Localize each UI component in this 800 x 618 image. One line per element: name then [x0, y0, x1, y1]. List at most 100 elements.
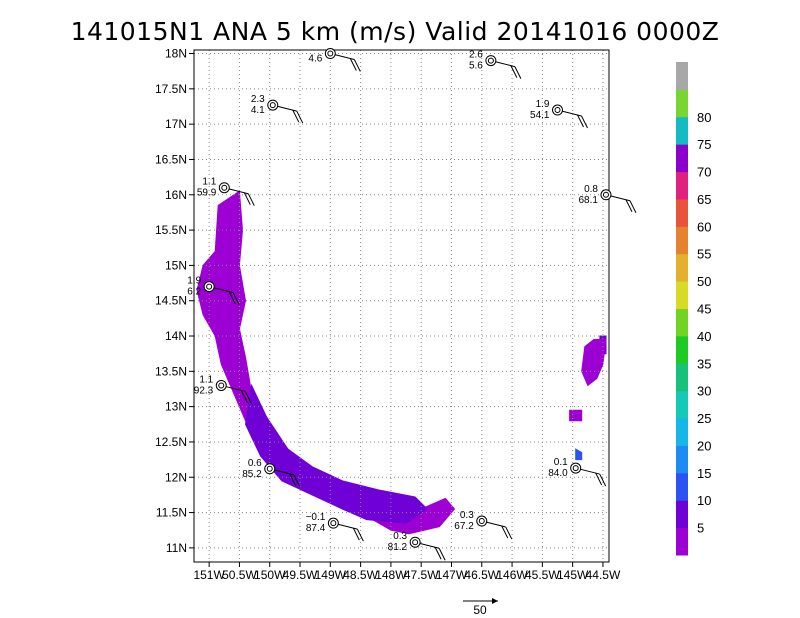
colorbar-label: 60 — [697, 219, 711, 234]
y-tick-label: 11N — [166, 541, 187, 555]
station-label-bottom: 81.2 — [388, 542, 408, 553]
colorbar-swatch — [676, 363, 688, 392]
station-label-bottom: 67.2 — [454, 521, 474, 532]
colorbar-swatch — [676, 472, 688, 501]
colorbar-label: 10 — [697, 493, 711, 508]
station-label-top: 1.1 — [202, 177, 216, 188]
station-label-top: 1.9 — [536, 99, 550, 110]
wind-barb-feather — [289, 473, 297, 487]
station-marker — [327, 517, 339, 529]
colorbar-swatch — [676, 335, 688, 364]
x-tick-label: 45.5W — [525, 568, 560, 582]
colorbar-swatch — [676, 445, 688, 474]
colorbar-swatch — [676, 418, 688, 446]
wind-barb-feather — [625, 199, 633, 212]
colorbar-label: 35 — [697, 356, 711, 371]
station-label-bottom: 6.2 — [187, 287, 201, 298]
wind-barb-feather — [349, 58, 357, 71]
station-label-bottom: 85.2 — [242, 469, 262, 480]
station-marker-inner — [221, 184, 228, 191]
station-label-top: 0.8 — [584, 184, 598, 195]
y-tick-label: 15.5N — [155, 223, 187, 237]
colorbar-swatch — [676, 171, 688, 200]
y-tick-label: 12.5N — [155, 435, 187, 449]
wind-barb-feather — [240, 390, 248, 403]
x-tick-label: 145W — [557, 568, 589, 582]
wind-barb-feather — [438, 548, 446, 561]
wind-barb-feather — [228, 291, 236, 304]
colorbar: 5 10 15 20 25 30 35 40 45 50 55 60 65 70 75 80 — [676, 62, 711, 556]
station-marker-inner — [487, 57, 494, 64]
wind-region — [196, 190, 456, 535]
station-marker-inner — [478, 518, 485, 525]
colorbar-label: 50 — [697, 274, 711, 289]
colorbar-label: 75 — [697, 137, 711, 152]
station-marker — [409, 536, 421, 548]
y-tick-label: 17N — [165, 117, 187, 131]
station-marker-inner — [327, 50, 334, 57]
wind-barb-feather — [501, 525, 509, 539]
y-tick-label: 13N — [165, 400, 187, 414]
colorbar-swatch — [676, 281, 688, 309]
station-marker — [476, 515, 488, 527]
x-tick-label: 151W — [193, 568, 225, 582]
colorbar-swatch — [676, 500, 688, 529]
y-tick-label: 16.5N — [155, 152, 187, 166]
colorbar-swatch — [676, 198, 688, 227]
wind-barb-feather — [581, 115, 588, 129]
station-label-top: 0.3 — [393, 531, 407, 542]
station-marker — [264, 463, 276, 475]
station: 1.192.3 — [194, 374, 252, 404]
station: 4.6 — [308, 48, 361, 72]
station: 1.96.2 — [187, 276, 240, 305]
wind-barb-feather — [514, 66, 522, 79]
station: 2.34.1 — [251, 94, 304, 124]
plot-area: 151W50.5W150W49.5W149W48.5W148W47.5W147W… — [155, 47, 637, 582]
x-tick-label: 44.5W — [586, 568, 621, 582]
station-label-top: 1.9 — [187, 276, 201, 287]
x-tick-label: 149W — [315, 568, 347, 582]
colorbar-label: 20 — [697, 438, 711, 453]
x-tick-label: 46.5W — [464, 568, 499, 582]
colorbar-label: 70 — [697, 165, 711, 180]
y-tick-label: 13.5N — [155, 364, 187, 378]
wind-barb-feather — [293, 474, 301, 488]
colorbar-swatch — [676, 527, 688, 556]
y-tick-label: 18N — [165, 47, 187, 61]
colorbar-label: 80 — [697, 110, 711, 125]
station-marker-inner — [330, 520, 337, 527]
y-tick-label: 15N — [165, 258, 187, 272]
colorbar-label: 15 — [697, 466, 711, 481]
colorbar-swatch — [676, 308, 688, 337]
colorbar-label: 45 — [697, 302, 711, 317]
station-marker-inner — [218, 382, 225, 389]
station-marker — [218, 182, 230, 194]
station-label-top: 2.6 — [469, 50, 483, 61]
vector-scale: 50 — [463, 598, 498, 617]
wind-barb-feather — [243, 192, 251, 205]
vector-scale-arrowhead — [492, 598, 498, 604]
y-tick-label: 14.5N — [155, 294, 187, 308]
station: 1.159.9 — [197, 177, 255, 206]
station: 0.184.0 — [548, 457, 607, 487]
wind-barb-feather — [434, 547, 442, 560]
wind-barb-feather — [629, 200, 637, 213]
station-marker — [215, 379, 227, 391]
plot-background — [194, 50, 609, 562]
x-tick-label: 50.5W — [222, 568, 257, 582]
station-marker-inner — [269, 102, 276, 109]
station: 2.65.6 — [469, 50, 522, 79]
chart-title: 141015N1 ANA 5 km (m/s) Valid 20141016 0… — [71, 17, 720, 46]
x-tick-label: 148W — [375, 568, 407, 582]
wind-barb-feather — [247, 193, 255, 206]
wind-barb-feather — [244, 391, 252, 404]
y-tick-label: 16N — [165, 188, 187, 202]
wind-barb-feather — [577, 114, 584, 128]
colorbar-label: 30 — [697, 384, 711, 399]
station-label-bottom: 87.4 — [306, 523, 326, 534]
station-marker — [203, 281, 215, 293]
station-label-bottom: 92.3 — [194, 385, 214, 396]
colorbar-swatch — [676, 144, 688, 173]
station-label-bottom: 68.1 — [579, 195, 599, 206]
y-tick-label: 12N — [165, 470, 187, 484]
